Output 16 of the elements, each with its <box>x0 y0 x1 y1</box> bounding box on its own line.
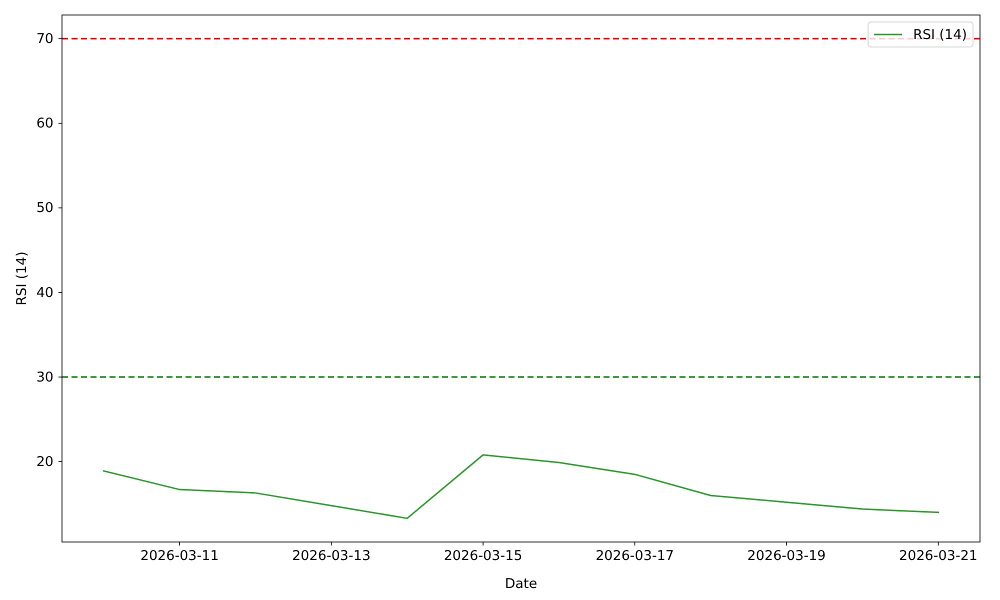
x-tick-label: 2026-03-17 <box>596 548 674 564</box>
line-series <box>102 454 940 520</box>
x-tick-label: 2026-03-13 <box>292 548 371 564</box>
x-tick-label: 2026-03-21 <box>899 548 978 564</box>
y-tick-label: 60 <box>36 116 54 132</box>
y-tick-label: 40 <box>36 284 54 301</box>
y-axis-title: RSI (14) <box>14 252 30 306</box>
y-tick-label: 30 <box>36 369 54 386</box>
legend-label: RSI (14) <box>913 27 967 44</box>
x-tick-label: 2026-03-11 <box>140 548 219 564</box>
y-tick-label: 70 <box>36 31 54 48</box>
y-tick-label: 20 <box>36 454 54 470</box>
x-axis-title: Date <box>504 576 538 592</box>
x-tick-label: 2026-03-19 <box>747 548 826 564</box>
y-tick-label: 50 <box>36 200 54 216</box>
x-tick-label: 2026-03-15 <box>444 548 522 564</box>
